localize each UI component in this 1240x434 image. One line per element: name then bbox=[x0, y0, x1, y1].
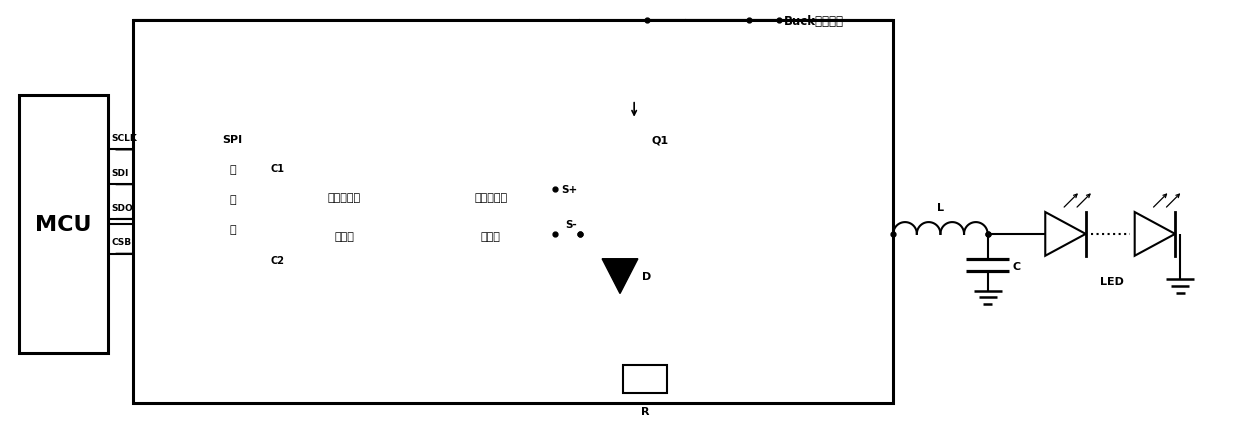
Text: 制电路: 制电路 bbox=[335, 232, 355, 242]
Text: Q1: Q1 bbox=[651, 135, 668, 145]
Text: 峰峰电流控: 峰峰电流控 bbox=[327, 192, 361, 202]
Bar bbox=[427, 115, 556, 319]
Text: C1: C1 bbox=[270, 164, 284, 174]
Text: 存: 存 bbox=[229, 195, 236, 205]
Text: R: R bbox=[641, 406, 649, 416]
Text: S-: S- bbox=[565, 220, 578, 230]
Text: Buck输入电压: Buck输入电压 bbox=[784, 15, 844, 28]
Text: 输出电流采: 输出电流采 bbox=[474, 192, 507, 202]
Text: LED: LED bbox=[1100, 276, 1123, 286]
Polygon shape bbox=[1135, 213, 1176, 256]
Bar bbox=[19, 95, 108, 353]
Text: SDO: SDO bbox=[112, 203, 133, 212]
Polygon shape bbox=[603, 259, 637, 294]
Text: CSB: CSB bbox=[112, 238, 131, 247]
Bar bbox=[283, 115, 407, 319]
Bar bbox=[580, 21, 684, 234]
Polygon shape bbox=[1045, 213, 1086, 256]
Text: L: L bbox=[937, 203, 944, 213]
Text: MCU: MCU bbox=[35, 214, 92, 234]
Text: D: D bbox=[642, 272, 651, 282]
Text: 寄: 寄 bbox=[229, 165, 236, 175]
Bar bbox=[622, 365, 667, 393]
Text: C2: C2 bbox=[270, 255, 284, 265]
Text: C: C bbox=[1013, 261, 1021, 271]
Bar bbox=[197, 115, 268, 319]
Text: S+: S+ bbox=[560, 185, 578, 195]
Text: 器: 器 bbox=[229, 224, 236, 234]
Text: SDI: SDI bbox=[112, 168, 129, 178]
Text: SPI: SPI bbox=[222, 135, 243, 145]
Bar bbox=[133, 21, 893, 403]
Text: SCLK: SCLK bbox=[112, 134, 138, 143]
Text: 样电路: 样电路 bbox=[481, 232, 501, 242]
